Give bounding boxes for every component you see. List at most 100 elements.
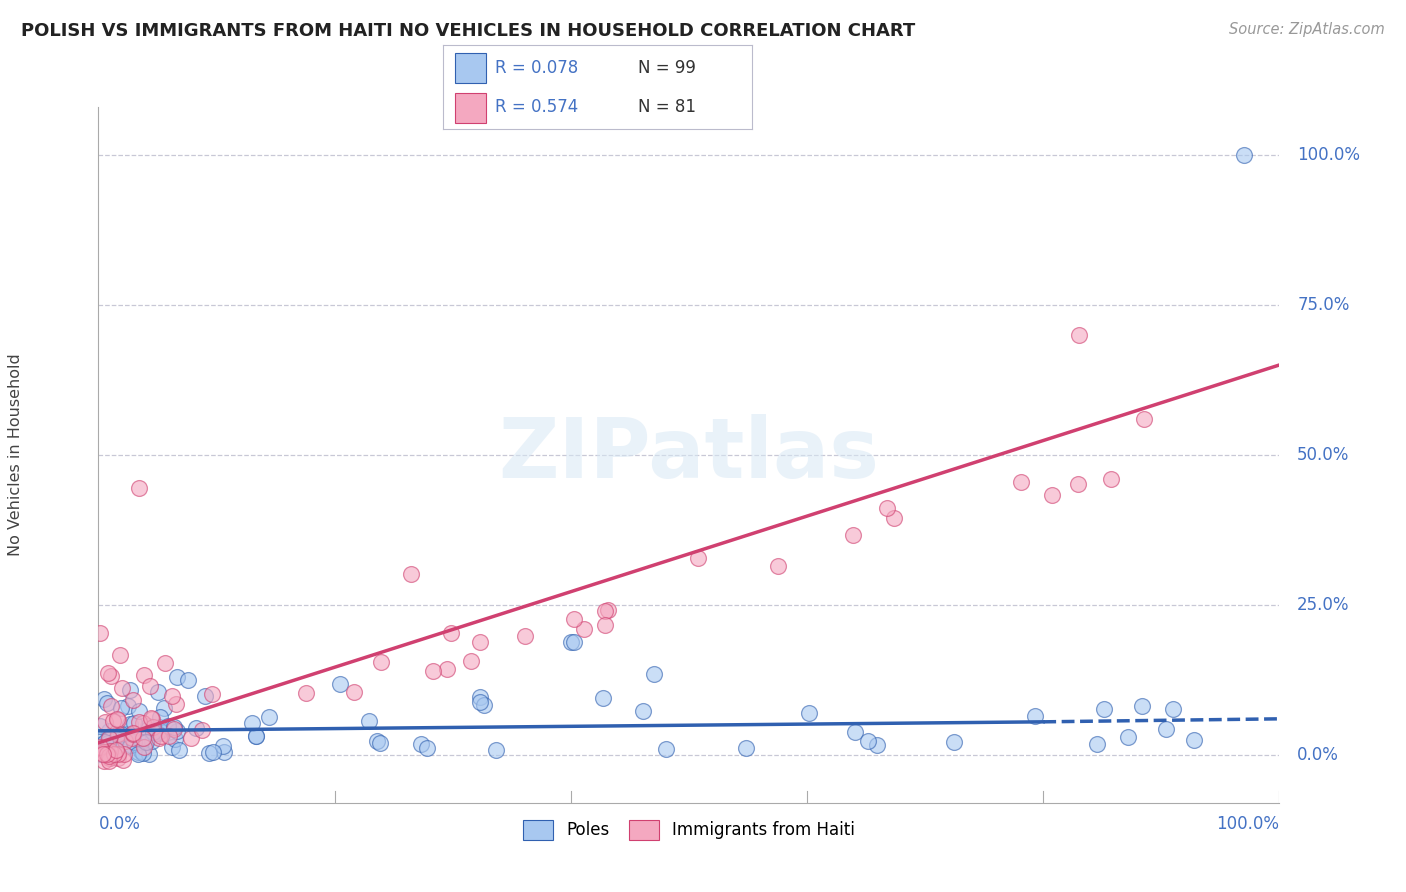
Point <box>165 697 187 711</box>
Point <box>111 681 134 695</box>
Point <box>98 754 121 768</box>
Point <box>107 727 129 741</box>
Point <box>190 723 212 738</box>
Point <box>166 724 188 739</box>
Point <box>1069 328 1091 343</box>
Point <box>240 716 263 731</box>
Point <box>129 744 152 758</box>
Text: No Vehicles in Household: No Vehicles in Household <box>8 353 24 557</box>
Point <box>128 481 150 495</box>
Point <box>135 735 157 749</box>
Point <box>366 734 388 748</box>
Text: R = 0.574: R = 0.574 <box>495 98 579 116</box>
Point <box>97 665 120 680</box>
Point <box>100 669 122 683</box>
Point <box>94 714 117 729</box>
Point <box>513 629 536 643</box>
Point <box>114 734 136 748</box>
Point <box>136 731 159 746</box>
Point <box>142 720 165 734</box>
Point <box>163 732 186 747</box>
Text: 25.0%: 25.0% <box>1298 596 1350 614</box>
Point <box>163 720 186 734</box>
Point <box>93 692 115 706</box>
Point <box>1040 488 1063 502</box>
Point <box>574 622 596 636</box>
Point <box>105 746 128 760</box>
Point <box>98 744 121 758</box>
Text: 50.0%: 50.0% <box>1298 446 1350 464</box>
Point <box>1116 730 1139 744</box>
Point <box>129 734 152 748</box>
Point <box>127 745 149 759</box>
Text: Source: ZipAtlas.com: Source: ZipAtlas.com <box>1229 22 1385 37</box>
Point <box>1094 702 1116 716</box>
Point <box>110 727 132 741</box>
Point <box>103 714 125 729</box>
Point <box>329 677 352 691</box>
Point <box>121 731 143 746</box>
Point <box>97 737 120 751</box>
Point <box>562 611 585 625</box>
Point <box>201 745 224 759</box>
Point <box>142 725 165 739</box>
Point <box>440 626 463 640</box>
Point <box>1161 702 1184 716</box>
Point <box>1133 412 1156 426</box>
Point <box>146 684 169 698</box>
Point <box>152 700 174 714</box>
Point <box>120 683 142 698</box>
Point <box>1130 699 1153 714</box>
Point <box>148 720 170 734</box>
Point <box>184 722 207 736</box>
Point <box>212 746 235 760</box>
Point <box>1182 732 1205 747</box>
Point <box>120 717 142 731</box>
Point <box>98 724 121 739</box>
Point <box>631 704 654 718</box>
Point <box>117 739 139 754</box>
Point <box>146 726 169 740</box>
Point <box>105 712 128 726</box>
Point <box>735 740 758 755</box>
Point <box>180 731 202 745</box>
Text: 75.0%: 75.0% <box>1298 296 1350 314</box>
Point <box>596 603 619 617</box>
Point <box>138 747 160 761</box>
Point <box>89 740 111 755</box>
Point <box>89 719 111 733</box>
Point <box>162 739 184 754</box>
Point <box>105 743 128 757</box>
Point <box>141 734 163 748</box>
Point <box>876 500 898 515</box>
Point <box>167 742 190 756</box>
Point <box>128 704 150 718</box>
Point <box>91 747 114 761</box>
Point <box>1010 475 1032 490</box>
Point <box>87 740 110 755</box>
Point <box>470 634 492 648</box>
Point <box>149 710 172 724</box>
Point <box>107 751 129 765</box>
Point <box>1233 148 1256 162</box>
Point <box>842 528 865 542</box>
Point <box>485 743 508 757</box>
Point <box>110 701 132 715</box>
Point <box>138 723 160 737</box>
Point <box>132 667 155 681</box>
Text: POLISH VS IMMIGRANTS FROM HAITI NO VEHICLES IN HOUSEHOLD CORRELATION CHART: POLISH VS IMMIGRANTS FROM HAITI NO VEHIC… <box>21 22 915 40</box>
Legend: Poles, Immigrants from Haiti: Poles, Immigrants from Haiti <box>516 813 862 847</box>
Point <box>96 745 118 759</box>
Point <box>105 742 128 756</box>
Point <box>112 753 135 767</box>
Point <box>166 670 188 684</box>
Point <box>592 691 614 706</box>
Point <box>259 710 281 724</box>
Bar <box>456 54 486 83</box>
Point <box>844 725 866 739</box>
Point <box>245 729 267 743</box>
Point <box>96 747 118 762</box>
Point <box>98 744 121 758</box>
Point <box>1024 709 1046 723</box>
Point <box>139 679 162 693</box>
